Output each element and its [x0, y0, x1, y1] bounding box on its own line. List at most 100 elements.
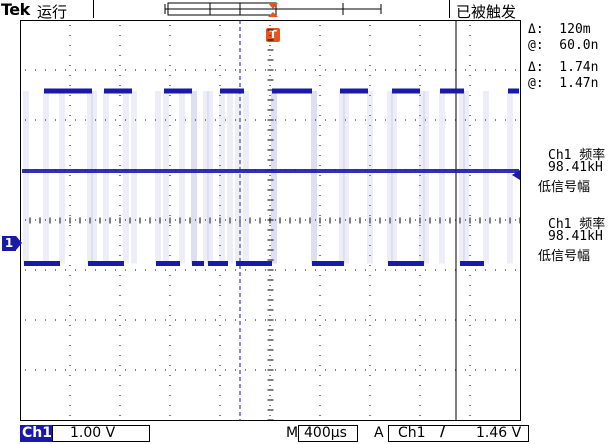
grid-dot: [169, 195, 171, 196]
grid-dot: [269, 255, 271, 256]
grid-dot: [255, 119, 256, 121]
grid-dot: [115, 119, 116, 121]
grid-dot: [419, 195, 421, 196]
grid-dot: [465, 69, 466, 71]
grid-dot: [419, 155, 421, 156]
grid-dot: [269, 125, 271, 126]
grid-dot: [425, 119, 426, 121]
grid-dot: [219, 65, 221, 66]
grid-dot: [225, 219, 226, 221]
grid-dot: [319, 155, 321, 156]
grid-dot: [385, 119, 386, 121]
grid-dot: [135, 369, 136, 371]
grid-dot: [69, 55, 71, 56]
grid-dot: [219, 355, 221, 356]
grid-dot: [119, 225, 121, 226]
grid-dot: [119, 125, 121, 126]
grid-dot: [119, 325, 121, 326]
rising-edge-icon: ∕: [440, 424, 446, 440]
grid-dot: [285, 69, 286, 71]
trigger-box[interactable]: [388, 425, 529, 442]
grid-dot: [319, 335, 321, 336]
grid-dot: [125, 219, 126, 221]
grid-dot: [315, 269, 316, 271]
grid-dot: [35, 69, 36, 71]
grid-dot: [419, 305, 421, 306]
trigger-position-marker[interactable]: T: [266, 28, 280, 42]
grid-dot: [469, 235, 471, 236]
grid-dot: [369, 55, 371, 56]
grid-dot: [495, 269, 496, 271]
grid-dot: [265, 219, 266, 221]
grid-dot: [169, 385, 171, 386]
settings-bar: Ch1 1.00 V M 400µs A Ch1 ∕ 1.46 V: [0, 424, 613, 444]
timebase-box[interactable]: [298, 425, 358, 442]
grid-dot: [69, 335, 71, 336]
grid-dot: [165, 369, 166, 371]
grid-dot: [345, 119, 346, 121]
grid-dot: [35, 219, 36, 221]
grid-dot: [365, 219, 366, 221]
grid-dot: [469, 305, 471, 306]
grid-dot: [369, 175, 371, 176]
grid-dot: [369, 195, 371, 196]
grid-dot: [369, 35, 371, 36]
grid-dot: [215, 269, 216, 271]
measurement-1-value: 98.41kH: [548, 160, 603, 175]
grid-dot: [469, 35, 471, 36]
grid-dot: [419, 165, 421, 166]
grid-dot: [219, 105, 221, 106]
grid-dot: [369, 115, 371, 116]
grid-dot: [295, 369, 296, 371]
grid-dot: [265, 269, 266, 271]
grid-dot: [205, 269, 206, 271]
grid-dot: [235, 69, 236, 71]
grid-dot: [469, 345, 471, 346]
grid-dot: [445, 369, 446, 371]
channel-badge[interactable]: Ch1: [20, 425, 52, 442]
grid-dot: [269, 405, 271, 406]
grid-dot: [85, 69, 86, 71]
cursor-delta-2: Δ: 1.74n: [528, 60, 599, 75]
grid-dot: [515, 269, 516, 271]
grid-dot: [225, 369, 226, 371]
grid-dot: [169, 135, 171, 136]
grid-dot: [155, 269, 156, 271]
grid-dot: [119, 275, 121, 276]
grid-dot: [135, 219, 136, 221]
grid-dot: [169, 95, 171, 96]
volts-box[interactable]: [52, 425, 150, 442]
grid-dot: [345, 69, 346, 71]
grid-dot: [269, 145, 271, 146]
grid-dot: [419, 225, 421, 226]
grid-dot: [119, 115, 121, 116]
trigger-level-arrow-icon[interactable]: [512, 170, 520, 180]
grid-dot: [515, 119, 516, 121]
grid-dot: [269, 115, 271, 116]
grid-dot: [275, 269, 276, 271]
grid-dot: [415, 369, 416, 371]
record-position-indicator: [164, 2, 382, 17]
grid-dot: [319, 285, 321, 286]
grid-dot: [119, 405, 121, 406]
grid-dot: [385, 319, 386, 321]
grid-dot: [219, 45, 221, 46]
grid-dot: [305, 319, 306, 321]
grid-dot: [195, 219, 196, 221]
grid-dot: [405, 369, 406, 371]
grid-dot: [369, 415, 371, 416]
grid-dot: [369, 135, 371, 136]
grid-dot: [119, 385, 121, 386]
grid-dot: [485, 369, 486, 371]
grid-dot: [215, 369, 216, 371]
grid-dot: [319, 25, 321, 26]
grid-dot: [419, 215, 421, 216]
grid-dot: [469, 165, 471, 166]
channel-1-ground-marker[interactable]: 1: [2, 236, 22, 251]
grid-dot: [319, 355, 321, 356]
grid-dot: [269, 415, 271, 416]
grid-dot: [419, 275, 421, 276]
grid-dot: [369, 95, 371, 96]
grid-dot: [425, 319, 426, 321]
grid-dot: [69, 185, 71, 186]
